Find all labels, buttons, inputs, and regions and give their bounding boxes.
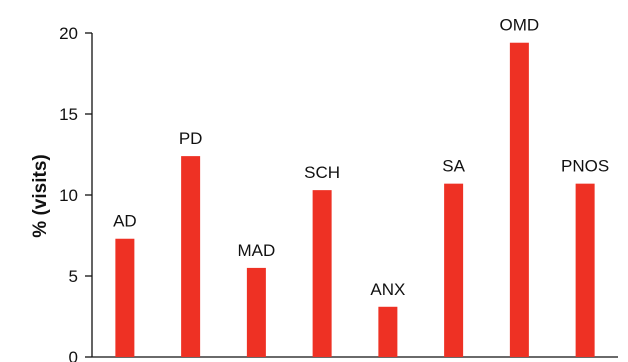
bar-label-omd: OMD xyxy=(500,16,540,35)
bar-sch xyxy=(312,190,332,357)
y-axis-title: % (visits) xyxy=(30,154,51,237)
bar-anx xyxy=(378,306,398,357)
bar-mad xyxy=(246,267,266,357)
bar-pd xyxy=(181,156,201,357)
bar-omd xyxy=(509,42,529,357)
y-tick-label: 5 xyxy=(69,267,78,286)
y-tick-label: 20 xyxy=(59,24,78,43)
y-tick-label: 10 xyxy=(59,186,78,205)
y-tick-label: 0 xyxy=(69,348,78,362)
bar-label-sch: SCH xyxy=(304,163,340,182)
bar-label-anx: ANX xyxy=(370,280,405,299)
bar-label-pnos: PNOS xyxy=(561,157,609,176)
bar-label-mad: MAD xyxy=(237,241,275,260)
y-tick-label: 15 xyxy=(59,105,78,124)
bar-label-ad: AD xyxy=(113,212,137,231)
bar-labels-group: AD PD MAD SCH ANX SA OMD PNOS xyxy=(113,16,609,299)
bar-sa xyxy=(444,183,464,357)
bar-pnos xyxy=(575,183,595,357)
y-axis: 0 5 10 15 20 xyxy=(59,24,93,362)
bars-group xyxy=(115,42,595,357)
bar-ad xyxy=(115,238,135,357)
bar-label-pd: PD xyxy=(179,129,203,148)
bar-label-sa: SA xyxy=(442,157,465,176)
